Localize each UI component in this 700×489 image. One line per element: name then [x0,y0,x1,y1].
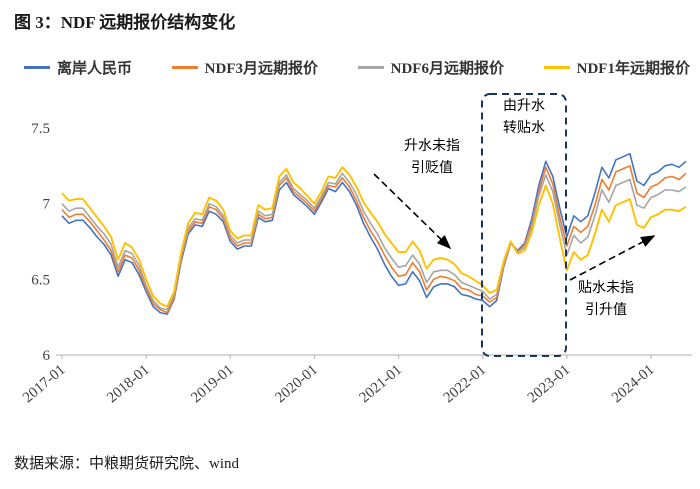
legend-line-swatch [24,66,50,69]
svg-text:2021-01: 2021-01 [357,362,406,406]
annotation-text-line: 转贴水 [503,121,545,136]
series-line-0 [61,152,687,315]
annotation-text-line: 由升水 [503,99,545,114]
x-axis-labels: 2017-01 2018-01 2019-01 2020-01 2021-01 2022-… [20,355,658,406]
legend-line-swatch [357,66,384,69]
svg-text:2022-01: 2022-01 [441,362,490,406]
legend-label: NDF6月远期报价 [390,61,504,77]
legend-item-1: NDF3月远期报价 [171,57,318,78]
series-line-1 [61,165,687,314]
svg-text:2023-01: 2023-01 [525,362,574,406]
annotation-text-line: 升水未指 [404,139,460,154]
series-line-2 [61,172,687,311]
annotation-premium-no-depreciation: 升水未指 引贬值 [388,136,476,180]
annotation-premium-to-discount: 由升水 转贴水 [480,96,568,140]
annotation-text-line: 贴水未指 [578,281,634,296]
svg-text:7.5: 7.5 [31,121,50,137]
svg-text:2020-01: 2020-01 [272,362,321,406]
chart-area: 2017-01 2018-01 2019-01 2020-01 2021-01 2022-… [0,90,700,430]
premium-to-discount-box [481,93,567,357]
ndf-line-chart: 2017-01 2018-01 2019-01 2020-01 2021-01 2022-… [20,93,692,406]
legend-item-3: NDF1年远期报价 [543,57,690,78]
legend-item-2: NDF6月远期报价 [357,57,504,78]
annotation-text-line: 引升值 [585,303,627,318]
annotation-text-line: 引贬值 [411,161,453,176]
svg-text:2024-01: 2024-01 [609,362,658,406]
arrow-discount-no-appreciation [569,235,656,281]
annotation-discount-no-appreciation: 贴水未指 引升值 [562,278,650,322]
y-axis-labels: 6 6.5 7 7.5 [31,121,50,364]
legend-label: NDF1年远期报价 [576,61,690,77]
figure-title: 图 3：NDF 远期报价结构变化 [14,13,236,32]
svg-text:7: 7 [43,197,51,213]
legend-line-swatch [543,66,570,69]
source-note: 数据来源：中粮期货研究院、wind [14,456,240,472]
series-line-3 [61,166,687,308]
legend-item-0: 离岸人民币 [24,57,132,78]
arrow-premium-no-depreciation [373,173,452,250]
svg-text:2017-01: 2017-01 [20,362,69,406]
svg-text:2018-01: 2018-01 [104,362,153,406]
legend-label: NDF3月远期报价 [204,61,318,77]
svg-text:6.5: 6.5 [31,272,50,288]
chart-legend: 离岸人民币 NDF3月远期报价 NDF6月远期报价 NDF1年远期报价 [0,57,700,78]
legend-line-swatch [171,66,198,69]
svg-text:6: 6 [43,348,51,364]
legend-label: 离岸人民币 [57,61,133,77]
svg-text:2019-01: 2019-01 [188,362,237,406]
